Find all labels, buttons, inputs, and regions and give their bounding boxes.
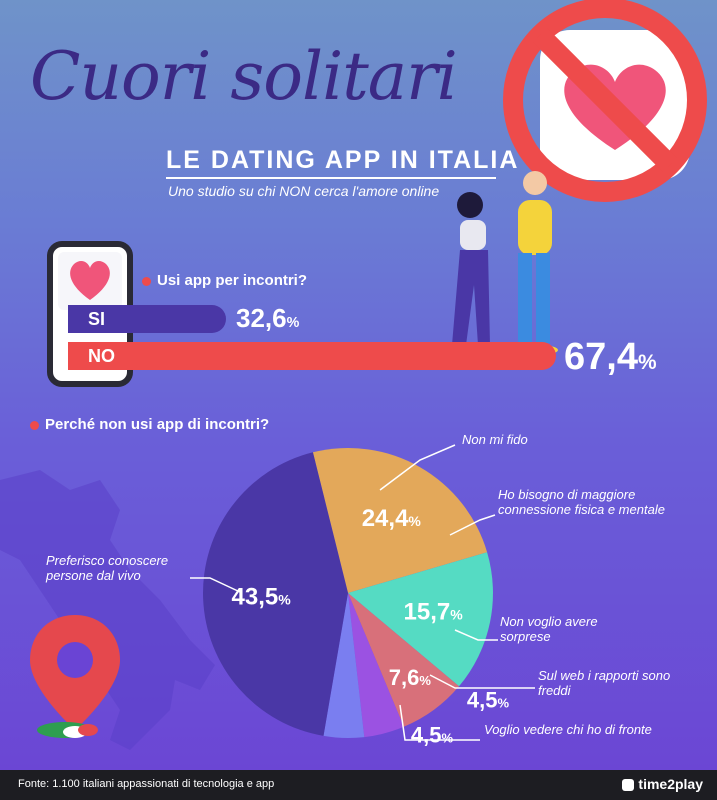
pie-slice-3	[348, 593, 404, 738]
pie-label-non-mi-fido: Non mi fido	[462, 432, 528, 447]
bullet-dot-icon	[30, 420, 39, 430]
no-dating-app-icon	[503, 0, 707, 202]
pie-label-rapporti-freddi: Sul web i rapporti sono freddi	[538, 668, 671, 698]
brand-logo: time2play	[622, 776, 703, 792]
pie-leader-line-2	[454, 629, 498, 641]
pie-label-connessione: Ho bisogno di maggiore connessione fisic…	[498, 487, 665, 517]
pie-label-sorprese: Non voglio avere sorprese	[500, 614, 598, 644]
pie-leader-line-4	[399, 704, 480, 741]
italy-map-graphic	[0, 470, 215, 750]
pie-value-5: 43,5%	[232, 584, 292, 611]
location-pin-icon	[30, 615, 120, 738]
pie-value-0: 24,4%	[362, 505, 422, 532]
pie-value-4: 4,5%	[411, 723, 454, 748]
bar-no-label: NO	[88, 346, 115, 366]
pie-leader-line-5	[190, 577, 241, 593]
bar-si-label: SI	[88, 309, 106, 329]
pie-slice-1	[348, 552, 493, 687]
question-dating-apps: Usi app per incontri?	[142, 272, 307, 289]
pie-leader-line-3	[429, 674, 535, 689]
brand-mark-icon	[622, 779, 635, 792]
pie-leader-line-0	[379, 444, 456, 491]
pie-value-1: 15,7%	[404, 598, 464, 625]
pie-label-chi-ho-di-fronte: Voglio vedere chi ho di fronte	[484, 722, 652, 737]
pie-slice-0	[312, 447, 488, 593]
pie-leader-line-1	[449, 514, 496, 536]
pie-value-2: 7,6%	[389, 665, 432, 690]
bar-no-value: 67,4%	[564, 336, 657, 378]
bar-si-value: 32,6%	[236, 303, 300, 333]
pie-slice-4	[323, 593, 365, 739]
page-title: Cuori solitari	[30, 38, 458, 115]
page-subtitle: LE DATING APP IN ITALIA	[166, 146, 520, 174]
pie-slice-2	[348, 593, 459, 727]
bullet-dot-icon	[142, 276, 151, 286]
page-tagline: Uno studio su chi NON cerca l'amore onli…	[168, 183, 440, 199]
bar-no: NO	[68, 342, 556, 370]
pie-chart: 24,4% 15,7% 7,6% 4,5% 4,5% 43,5%	[190, 444, 535, 748]
pie-slice-5	[203, 452, 348, 736]
footer-bar: Fonte: 1.100 italiani appassionati di te…	[0, 770, 717, 800]
subtitle-underline	[166, 177, 496, 179]
bar-si: SI	[68, 305, 226, 333]
source-note: Fonte: 1.100 italiani appassionati di te…	[18, 778, 275, 790]
pie-label-dal-vivo: Preferisco conoscere persone dal vivo	[46, 553, 169, 583]
pie-value-3: 4,5%	[467, 688, 510, 713]
question-why-not: Perché non usi app di incontri?	[30, 416, 269, 433]
